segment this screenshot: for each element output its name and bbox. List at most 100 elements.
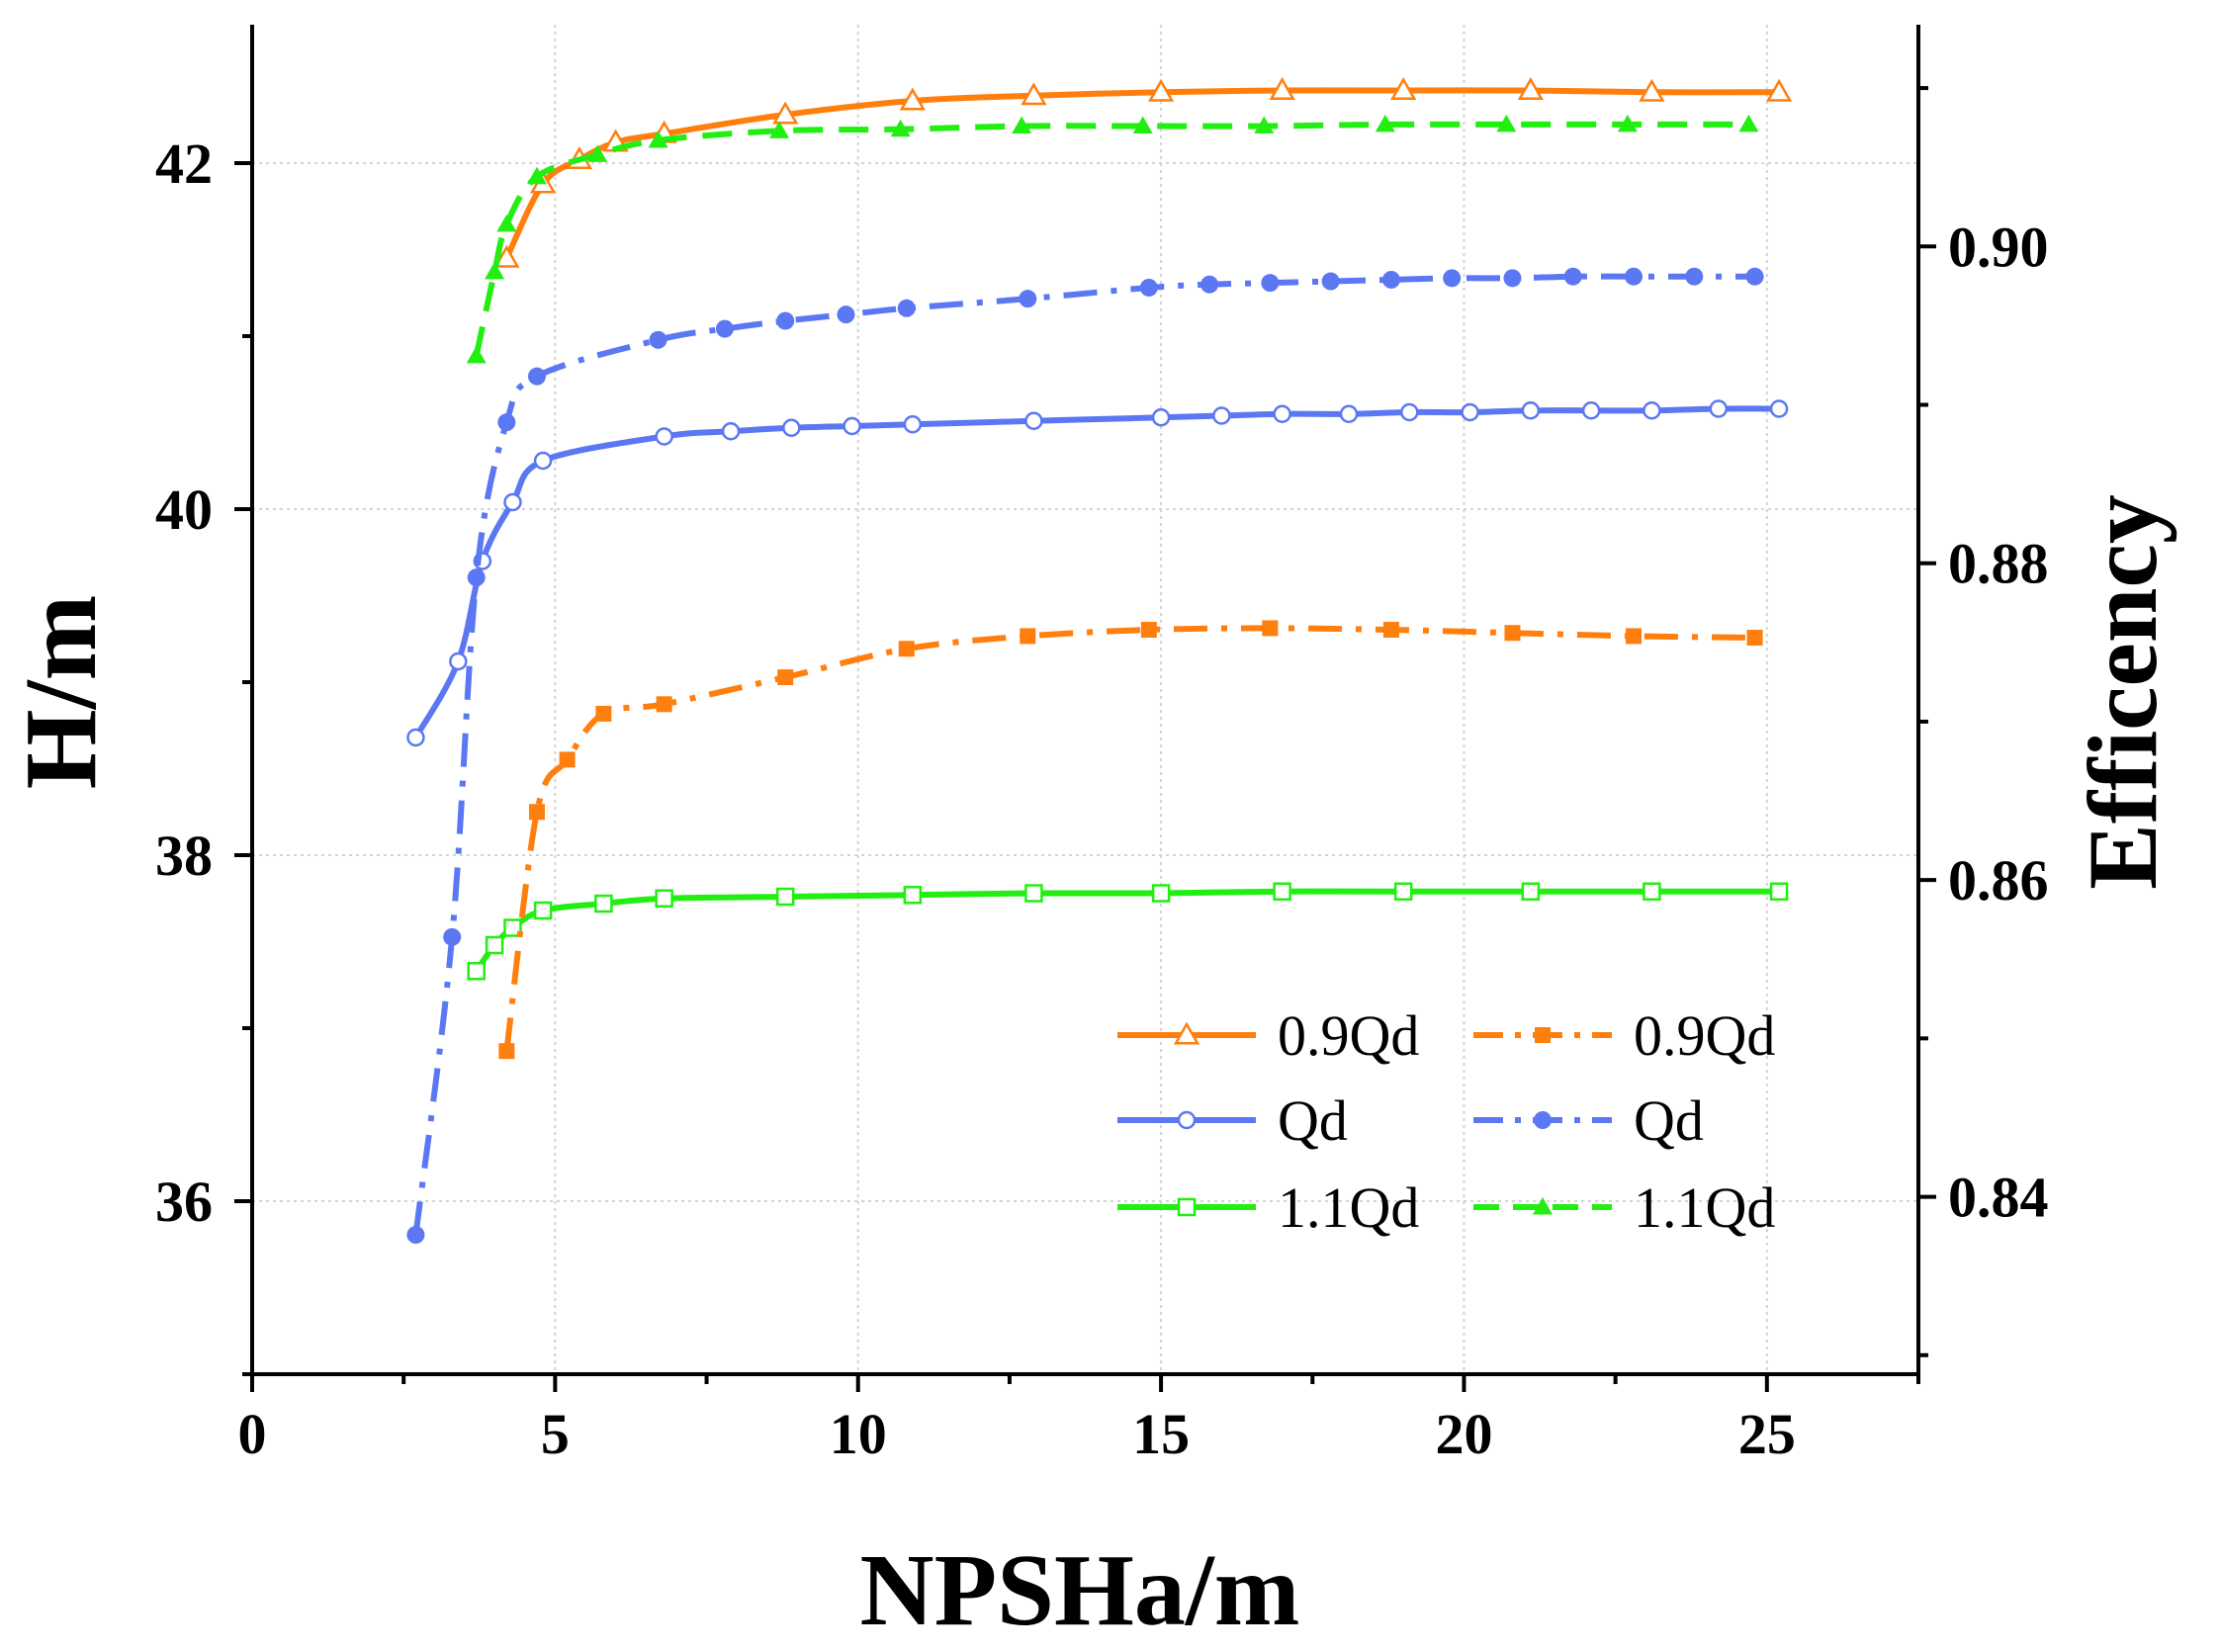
data-point	[1746, 630, 1763, 647]
data-point	[1024, 411, 1043, 430]
data-point	[648, 130, 668, 148]
y-axis-label: H/m	[4, 595, 118, 789]
x-tick-label: 15	[1132, 1402, 1190, 1466]
legend-label: 0.9Qd	[1278, 1003, 1419, 1068]
legend: 0.9Qd 0.9Qd Qd Qd 1.1Qd 1.1Qd	[1117, 1003, 1775, 1240]
data-point	[527, 367, 546, 386]
data-point	[467, 568, 486, 587]
data-point	[1503, 269, 1522, 288]
data-point	[1443, 269, 1462, 288]
data-point	[1375, 114, 1395, 132]
data-point	[1269, 76, 1295, 100]
data-point	[1139, 278, 1158, 297]
y2-tick-label: 0.88	[1948, 532, 2049, 596]
data-point	[1521, 882, 1541, 901]
series-09qd-left	[493, 76, 1793, 268]
data-point	[890, 119, 911, 137]
data-point	[1393, 882, 1413, 901]
legend-item: Qd	[1117, 1088, 1348, 1153]
data-point	[1012, 116, 1032, 134]
data-point	[1581, 401, 1601, 420]
data-point	[1140, 622, 1157, 639]
series-11qd-right	[466, 114, 1759, 364]
data-point	[1563, 267, 1582, 286]
data-point	[897, 299, 916, 317]
data-point	[655, 889, 673, 908]
data-point	[503, 492, 522, 512]
data-point	[587, 144, 608, 162]
data-point	[843, 416, 861, 436]
series-11qd-left	[467, 882, 1789, 981]
data-point	[837, 305, 855, 324]
data-point	[903, 415, 923, 434]
data-point	[594, 894, 613, 913]
data-point	[1765, 78, 1793, 102]
data-point	[1400, 402, 1419, 422]
data-point	[1019, 290, 1037, 308]
legend-swatch-marker	[1534, 1111, 1552, 1129]
data-point	[1496, 114, 1517, 132]
x-tick-label: 10	[830, 1402, 887, 1466]
legend-swatch-marker	[1177, 1110, 1197, 1130]
axes	[250, 25, 1920, 1376]
legend-label: Qd	[1634, 1088, 1704, 1153]
y-tick-label: 42	[155, 131, 213, 196]
series-line	[503, 625, 1755, 1052]
y-tick-label: 40	[155, 478, 213, 542]
data-point	[649, 330, 667, 349]
legend-label: 1.1Qd	[1278, 1175, 1419, 1240]
data-point	[1212, 406, 1231, 425]
data-point	[903, 886, 923, 905]
data-point	[1769, 882, 1789, 901]
legend-item: Qd	[1473, 1088, 1704, 1153]
data-point	[406, 1226, 425, 1245]
data-point	[1020, 628, 1036, 645]
data-point	[656, 696, 672, 713]
x-tick-label: 5	[541, 1402, 570, 1466]
data-point	[1461, 402, 1479, 422]
series-line	[503, 87, 1780, 260]
series-09qd-right	[498, 620, 1763, 1060]
data-point	[1273, 404, 1291, 423]
data-point	[1147, 78, 1175, 102]
data-point	[775, 887, 795, 907]
data-point	[1382, 622, 1399, 639]
data-point	[772, 101, 799, 125]
x-tick-label: 25	[1738, 1402, 1796, 1466]
series-line	[412, 405, 1780, 739]
data-point	[1504, 625, 1521, 642]
data-point	[595, 705, 612, 722]
data-point	[1517, 76, 1545, 100]
y-tick-label: 38	[155, 824, 213, 888]
legend-swatch-marker	[1535, 1027, 1551, 1043]
data-point	[1643, 401, 1661, 420]
data-point	[1261, 274, 1280, 293]
data-point	[498, 1043, 515, 1060]
data-point	[1643, 882, 1661, 901]
data-point	[533, 451, 553, 471]
y2-axis-label: Efficency	[2068, 494, 2177, 890]
data-point	[559, 751, 576, 768]
legend-item: 0.9Qd	[1117, 1003, 1419, 1068]
data-point	[406, 728, 425, 747]
data-point	[782, 418, 801, 437]
legend-label: 1.1Qd	[1634, 1175, 1775, 1240]
data-point	[1521, 401, 1541, 420]
legend-item: 1.1Qd	[1117, 1175, 1419, 1240]
data-point	[528, 804, 545, 821]
data-point	[1738, 114, 1759, 132]
data-point	[497, 413, 516, 432]
data-point	[1625, 267, 1644, 286]
data-point	[1769, 399, 1789, 418]
series-line	[473, 121, 1749, 357]
data-point	[485, 935, 504, 955]
ticks: 0 5 10 15 20 25 36 38 40 42 0.84 0.86 0.88 0.90	[155, 86, 2049, 1466]
data-point	[1685, 267, 1704, 286]
data-point	[496, 214, 517, 232]
legend-item: 1.1Qd	[1473, 1175, 1775, 1240]
data-point	[1132, 116, 1153, 134]
legend-item: 0.9Qd	[1473, 1003, 1775, 1068]
data-point	[1745, 267, 1764, 286]
data-point	[1381, 270, 1400, 289]
